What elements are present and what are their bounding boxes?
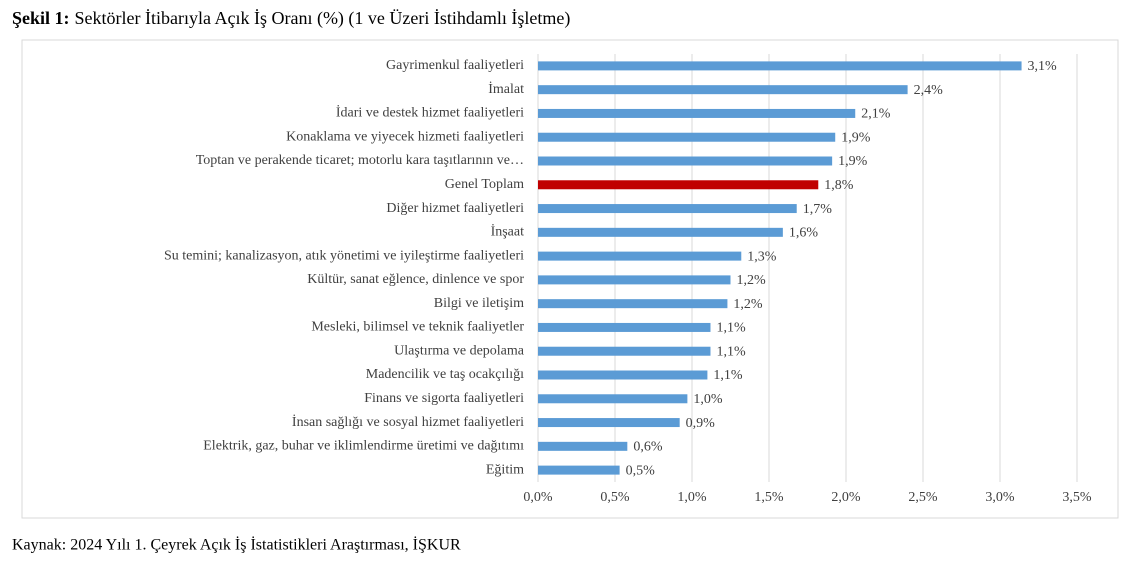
- value-label: 1,8%: [824, 178, 854, 193]
- value-label: 1,0%: [693, 392, 723, 407]
- bar: [538, 61, 1022, 71]
- y-tick-label: Konaklama ve yiyecek hizmeti faaliyetler…: [286, 129, 524, 144]
- value-label: 1,3%: [747, 249, 777, 264]
- y-tick-label: Madencilik ve taş ocakçılığı: [366, 367, 524, 382]
- value-label: 1,6%: [789, 226, 819, 241]
- y-tick-label: Kültür, sanat eğlence, dinlence ve spor: [307, 272, 524, 287]
- value-label: 1,1%: [713, 368, 743, 383]
- bar: [538, 370, 708, 380]
- y-tick-label: Diğer hizmet faaliyetleri: [386, 201, 524, 216]
- y-tick-label: Gayrimenkul faaliyetleri: [386, 58, 524, 73]
- y-tick-label: Toptan ve perakende ticaret; motorlu kar…: [196, 153, 524, 168]
- y-tick-label: İdari ve destek hizmet faaliyetleri: [336, 105, 524, 121]
- y-tick-label: İmalat: [488, 81, 524, 97]
- bar: [538, 418, 680, 428]
- y-tick-label: Eğitim: [486, 462, 524, 477]
- bar: [538, 299, 728, 309]
- bar: [538, 85, 908, 95]
- value-label: 0,6%: [633, 440, 663, 455]
- value-label: 1,9%: [841, 130, 871, 145]
- y-tick-label: İnşaat: [491, 224, 525, 240]
- value-label: 1,2%: [733, 297, 763, 312]
- chart-title: Şekil 1: Sektörler İtibarıyla Açık İş Ora…: [12, 8, 570, 29]
- x-tick-label: 3,0%: [985, 490, 1015, 505]
- y-tick-label: İnsan sağlığı ve sosyal hizmet faaliyetl…: [292, 414, 524, 430]
- bar: [538, 204, 797, 214]
- y-tick-label: Elektrik, gaz, buhar ve iklimlendirme ür…: [203, 439, 524, 454]
- bar: [538, 322, 711, 332]
- bar: [538, 251, 742, 261]
- y-tick-label: Bilgi ve iletişim: [434, 296, 524, 311]
- bar: [538, 441, 628, 451]
- value-label: 3,1%: [1028, 59, 1058, 74]
- x-tick-label: 2,5%: [908, 490, 938, 505]
- value-label: 0,9%: [686, 416, 716, 431]
- value-label: 1,7%: [803, 202, 833, 217]
- bar: [538, 156, 833, 166]
- bar: [538, 108, 856, 118]
- value-label: 0,5%: [626, 463, 656, 478]
- y-tick-label: Finans ve sigorta faaliyetleri: [364, 391, 524, 406]
- value-label: 2,4%: [914, 83, 944, 98]
- title-label: Şekil 1:: [12, 8, 70, 28]
- y-tick-label: Genel Toplam: [445, 177, 524, 192]
- bar: [538, 180, 819, 190]
- bar: [538, 275, 731, 285]
- chart-frame: [21, 39, 1119, 519]
- x-tick-label: 3,5%: [1062, 490, 1092, 505]
- x-tick-label: 0,0%: [523, 490, 553, 505]
- bar: [538, 132, 836, 142]
- y-tick-label: Ulaştırma ve depolama: [394, 343, 525, 358]
- x-tick-label: 2,0%: [831, 490, 861, 505]
- y-tick-label: Mesleki, bilimsel ve teknik faaliyetler: [311, 320, 524, 335]
- bar: [538, 227, 783, 237]
- x-tick-label: 0,5%: [600, 490, 630, 505]
- x-tick-label: 1,5%: [754, 490, 784, 505]
- value-label: 1,1%: [716, 321, 746, 336]
- value-label: 1,9%: [838, 154, 868, 169]
- value-label: 2,1%: [861, 107, 891, 122]
- x-tick-label: 1,0%: [677, 490, 707, 505]
- plot: 0,0% 0,5% 1,0% 1,5% 2,0% 2,5% 3,0% 3,5% Gayrimen…: [164, 54, 1092, 505]
- bar: [538, 394, 688, 404]
- value-label: 1,2%: [737, 273, 767, 288]
- title-text: Sektörler İtibarıyla Açık İş Oranı (%) (…: [75, 8, 571, 29]
- bar: [538, 346, 711, 356]
- value-label: 1,1%: [716, 344, 746, 359]
- source-note: Kaynak: 2024 Yılı 1. Çeyrek Açık İş İsta…: [12, 536, 461, 554]
- y-tick-label: Su temini; kanalizasyon, atık yönetimi v…: [164, 248, 524, 263]
- bar: [538, 465, 620, 475]
